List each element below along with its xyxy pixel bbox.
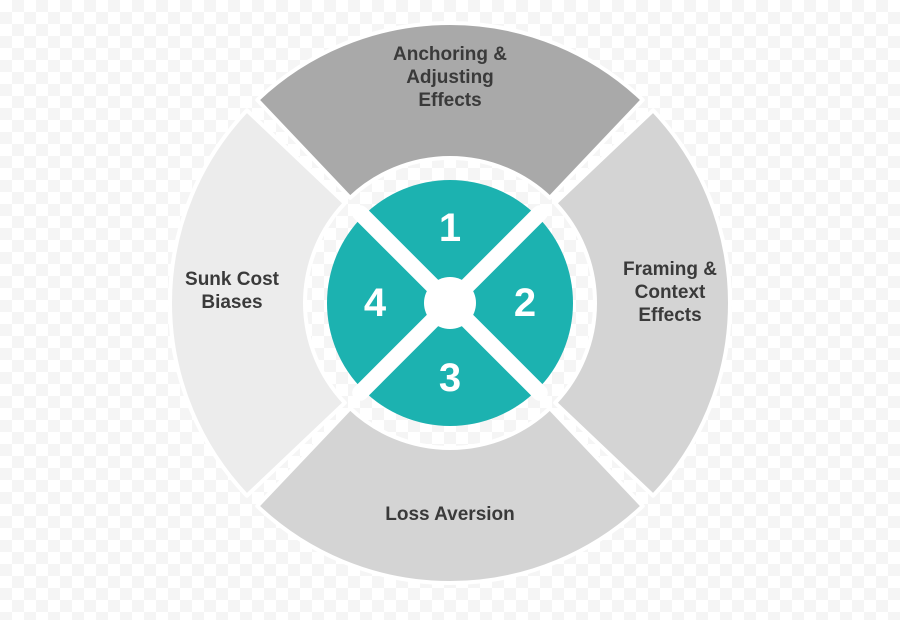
segment-label-line: Adjusting xyxy=(406,67,494,88)
segment-label-line: Biases xyxy=(201,292,262,313)
segment-label-line: Context xyxy=(635,282,706,303)
segment-number-2: 2 xyxy=(514,281,536,325)
segment-label-line: Framing & xyxy=(623,259,717,280)
bias-wheel-diagram: 1234Anchoring &AdjustingEffectsFraming &… xyxy=(0,0,900,620)
center-dot xyxy=(424,277,476,329)
segment-label-line: Anchoring & xyxy=(393,44,507,65)
segment-number-1: 1 xyxy=(439,206,461,250)
segment-number-4: 4 xyxy=(364,281,387,325)
segment-label-3: Loss Aversion xyxy=(385,504,515,525)
segment-label-line: Effects xyxy=(638,305,701,326)
segment-label-line: Loss Aversion xyxy=(385,504,515,525)
segment-number-3: 3 xyxy=(439,356,461,400)
outer-segment-3 xyxy=(257,408,642,583)
segment-label-line: Effects xyxy=(418,90,481,111)
segment-label-line: Sunk Cost xyxy=(185,269,280,290)
outer-segment-2 xyxy=(555,110,730,495)
stage: 1234Anchoring &AdjustingEffectsFraming &… xyxy=(0,0,900,620)
